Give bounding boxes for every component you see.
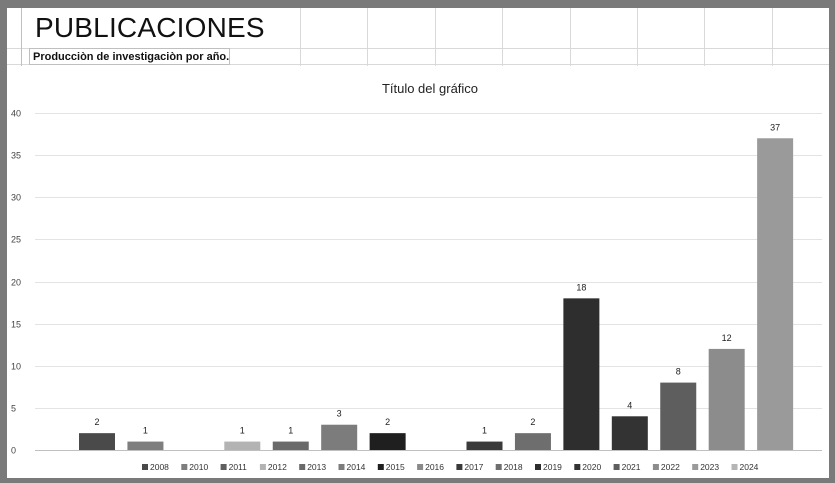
- legend-swatch-2021: [613, 464, 620, 470]
- legend-label-2011: 2011: [229, 462, 248, 472]
- y-axis-tick-labels: 0 5 10 15 20 25 30 35 40: [11, 109, 21, 456]
- data-label-2008: 2: [94, 417, 99, 427]
- legend-swatch-2017: [456, 464, 463, 470]
- legend-swatch-2013: [299, 464, 306, 470]
- y-tick-label: 20: [11, 278, 21, 288]
- y-tick-label: 5: [11, 404, 16, 414]
- legend-swatch-2010: [181, 464, 188, 470]
- legend-label-2016: 2016: [425, 462, 444, 472]
- bar-2023[interactable]: [757, 138, 794, 450]
- legend-swatch-2011: [220, 464, 227, 470]
- data-label-2023: 37: [770, 122, 780, 132]
- y-tick-label: 15: [11, 320, 21, 330]
- chart-title: Título del gráfico: [382, 81, 478, 96]
- y-tick-label: 10: [11, 362, 21, 372]
- legend-label-2017: 2017: [464, 462, 483, 472]
- spreadsheet-grid: [7, 8, 829, 66]
- data-label-2012: 1: [240, 426, 245, 436]
- bar-2019[interactable]: [563, 298, 600, 450]
- legend-swatch-2008: [142, 464, 148, 470]
- gridlines: [35, 113, 822, 451]
- legend-label-2012: 2012: [268, 462, 287, 472]
- legend-swatch-2022: [652, 464, 659, 470]
- legend-label-2020: 2020: [582, 462, 601, 472]
- data-label-2013: 1: [288, 426, 293, 436]
- bar-2015[interactable]: [369, 433, 406, 450]
- y-tick-label: 35: [11, 151, 21, 161]
- data-label-2017: 1: [482, 426, 487, 436]
- sheet-subheading: Producciòn de investigaciòn por año.: [33, 51, 230, 63]
- y-tick-label: 0: [11, 446, 16, 456]
- bar-2013[interactable]: [272, 441, 309, 450]
- y-tick-label: 40: [11, 109, 21, 119]
- legend-swatch-2019: [535, 464, 541, 470]
- legend-label-2013: 2013: [307, 462, 326, 472]
- worksheet-area: PUBLICACIONES Producciòn de investigaciò…: [7, 8, 829, 478]
- legend-label-2010: 2010: [189, 462, 208, 472]
- legend-label-2023: 2023: [700, 462, 719, 472]
- data-label-2014: 3: [337, 409, 342, 419]
- legend-label-2019: 2019: [543, 462, 562, 472]
- y-tick-label: 30: [11, 193, 21, 203]
- legend-swatch-2012: [259, 464, 266, 470]
- data-label-2022: 12: [722, 333, 732, 343]
- bar-2017[interactable]: [466, 441, 503, 450]
- bar-2014[interactable]: [321, 424, 358, 450]
- legend-swatch-2023: [692, 464, 699, 470]
- bar-2010[interactable]: [127, 441, 164, 450]
- bar-2012[interactable]: [224, 441, 261, 450]
- legend-label-2014: 2014: [347, 462, 366, 472]
- data-label-2018: 2: [530, 417, 535, 427]
- legend-label-2015: 2015: [386, 462, 405, 472]
- data-label-2019: 18: [576, 282, 586, 292]
- bar-2021[interactable]: [660, 382, 697, 450]
- y-tick-label: 25: [11, 235, 21, 245]
- data-label-2021: 8: [676, 367, 681, 377]
- legend-swatch-2016: [417, 464, 424, 470]
- legend-label-2022: 2022: [661, 462, 680, 472]
- data-label-2020: 4: [627, 400, 632, 410]
- legend-label-2018: 2018: [504, 462, 523, 472]
- legend-label-2021: 2021: [622, 462, 641, 472]
- legend-swatch-2015: [377, 464, 384, 470]
- legend-label-2008: 2008: [150, 462, 169, 472]
- data-label-2015: 2: [385, 417, 390, 427]
- legend-swatch-2024: [731, 464, 738, 470]
- legend-label-2024: 2024: [740, 462, 759, 472]
- bar-2008[interactable]: [79, 433, 115, 450]
- bar-2020[interactable]: [611, 416, 648, 450]
- legend-swatch-2014: [338, 464, 345, 470]
- bars: [79, 138, 794, 450]
- bar-2022[interactable]: [708, 348, 745, 450]
- bar-2018[interactable]: [514, 433, 551, 450]
- legend: 2008 2010 2011 2012 2013 2014 2015 2016 2017 2018…: [142, 462, 759, 472]
- data-label-2010: 1: [143, 426, 148, 436]
- sheet-heading: PUBLICACIONES: [35, 12, 265, 43]
- legend-swatch-2018: [495, 464, 502, 470]
- legend-swatch-2020: [574, 464, 581, 470]
